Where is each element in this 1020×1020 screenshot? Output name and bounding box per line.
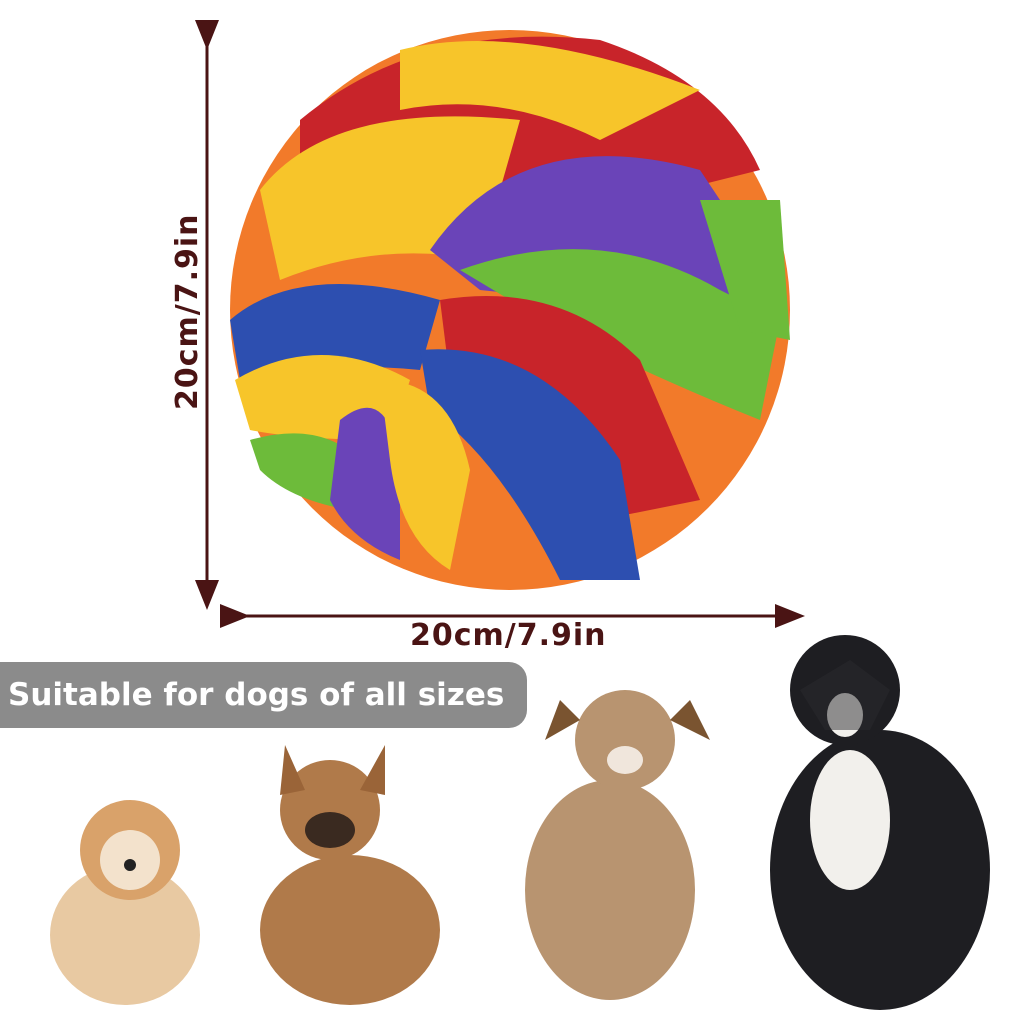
width-label: 20cm/7.9in xyxy=(410,618,607,653)
dog-puppy xyxy=(525,690,710,1000)
height-label: 20cm/7.9in xyxy=(170,213,205,410)
dog-small-fluffy xyxy=(50,800,200,1005)
size-badge: Suitable for dogs of all sizes xyxy=(0,662,527,728)
dog-french-bulldog xyxy=(260,745,440,1005)
snuffle-ball xyxy=(230,30,790,590)
dog-border-collie xyxy=(770,635,990,1010)
